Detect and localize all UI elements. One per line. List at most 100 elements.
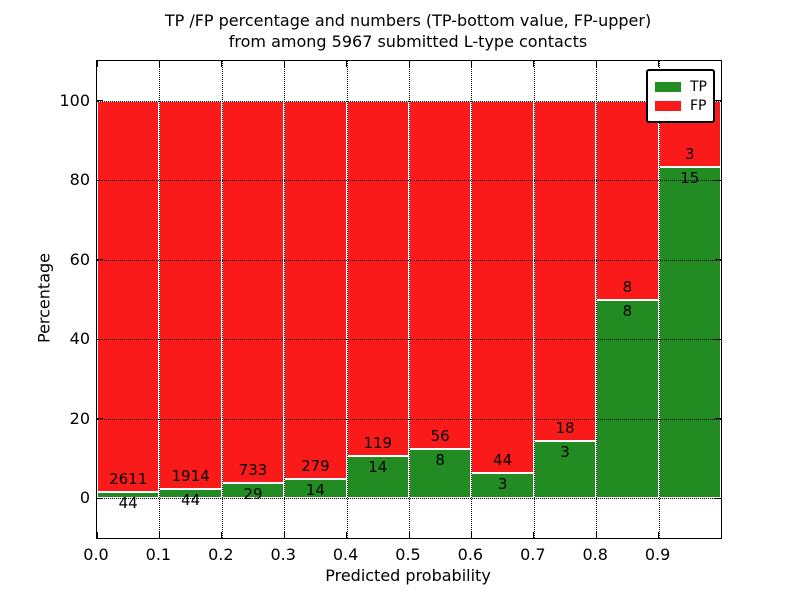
y-tick-mark	[715, 259, 721, 261]
tp-count-label: 3	[497, 474, 508, 493]
tp-count-label: 29	[243, 485, 263, 504]
v-gridline	[533, 61, 535, 538]
tp-count-label: 3	[560, 443, 570, 462]
chart-title-line2: from among 5967 submitted L-type contact…	[228, 32, 588, 51]
x-tick-mark	[96, 61, 98, 67]
v-gridline	[346, 61, 348, 538]
v-gridline	[596, 61, 598, 538]
fp-count-label: 56	[430, 426, 450, 445]
tp-count-label: 14	[305, 481, 325, 500]
x-tick-label: 0.9	[644, 545, 671, 564]
v-gridline	[284, 61, 286, 538]
y-tick-label: 100	[59, 90, 90, 110]
v-gridline	[471, 61, 473, 538]
v-gridline	[159, 61, 161, 538]
y-tick-mark	[715, 418, 721, 420]
x-tick-mark	[408, 61, 410, 67]
y-tick-label: 80	[69, 170, 90, 190]
y-tick-mark	[97, 418, 103, 420]
x-tick-mark	[158, 532, 160, 538]
y-tick-mark	[715, 179, 721, 181]
x-tick-label: 0.1	[145, 545, 172, 564]
y-tick-label: 20	[69, 408, 90, 428]
y-tick-label: 0	[79, 488, 90, 508]
tp-count-label: 8	[435, 450, 445, 469]
x-tick-mark	[595, 61, 597, 67]
chart-title-line1: TP /FP percentage and numbers (TP-bottom…	[164, 11, 652, 30]
y-tick-mark	[97, 179, 103, 181]
fp-count-label: 8	[622, 277, 633, 296]
x-tick-mark	[96, 532, 98, 538]
x-tick-mark	[158, 61, 160, 67]
x-tick-label: 0.6	[457, 545, 484, 564]
y-tick-mark	[715, 100, 721, 102]
x-tick-mark	[470, 532, 472, 538]
chart-title: TP /FP percentage and numbers (TP-bottom…	[96, 10, 720, 52]
x-tick-label: 0.3	[270, 545, 296, 564]
fp-count-label: 3	[685, 145, 695, 163]
tp-count-label: 44	[181, 491, 201, 510]
bar-fp	[346, 100, 409, 457]
bar-fp	[284, 100, 347, 480]
legend-label-fp: FP	[690, 97, 707, 114]
fp-count-label: 733	[238, 461, 268, 480]
bar-tp	[596, 299, 659, 499]
y-tick-label: 60	[69, 249, 90, 269]
x-tick-label: 0.4	[332, 545, 359, 564]
tp-count-label: 8	[622, 301, 633, 320]
bar-fp	[533, 100, 597, 442]
x-tick-label: 0.7	[520, 545, 546, 564]
fp-count-label: 119	[363, 434, 393, 453]
x-tick-mark	[283, 61, 285, 67]
bar-fp	[159, 100, 222, 490]
x-tick-mark	[346, 532, 348, 538]
y-tick-mark	[715, 338, 721, 340]
bar-tp	[471, 472, 534, 499]
x-tick-label: 0.8	[582, 545, 608, 564]
tp-swatch	[655, 81, 681, 92]
x-tick-label: 0.0	[83, 545, 109, 564]
bar-fp	[596, 100, 659, 300]
v-gridline	[658, 61, 660, 538]
v-gridline	[221, 61, 223, 538]
bar-tp	[97, 491, 160, 499]
legend-entry-fp: FP	[655, 96, 707, 115]
bar-fp	[471, 100, 534, 473]
x-tick-mark	[470, 61, 472, 67]
x-tick-mark	[533, 532, 535, 538]
plot-area: 2611 44 1914 44 733 29 279 14 119 14 56 8 44 3 18 3 8 8 3 1…	[96, 60, 722, 539]
x-tick-mark	[533, 61, 535, 67]
fp-count-label: 18	[555, 419, 575, 438]
legend: TP FP	[646, 69, 715, 123]
x-tick-mark	[221, 532, 223, 538]
x-tick-mark	[221, 61, 223, 67]
bar-fp	[97, 100, 160, 492]
fp-count-label: 1914	[171, 467, 210, 486]
fp-count-label: 2611	[109, 469, 148, 488]
x-tick-label: 0.5	[395, 545, 421, 564]
v-gridline	[409, 61, 410, 538]
y-tick-mark	[97, 497, 103, 499]
tp-count-label: 14	[368, 458, 388, 477]
bar-tp	[658, 167, 721, 499]
x-tick-mark	[658, 61, 660, 67]
y-tick-mark	[97, 100, 103, 102]
tp-count-label: 44	[118, 493, 138, 512]
tp-count-label: 15	[680, 169, 700, 187]
y-tick-mark	[97, 259, 103, 261]
legend-label-tp: TP	[690, 78, 707, 95]
x-tick-mark	[283, 532, 285, 538]
fp-count-label: 279	[301, 457, 330, 476]
x-tick-mark	[346, 61, 348, 67]
x-tick-mark	[408, 532, 410, 538]
x-tick-mark	[658, 532, 660, 538]
x-tick-mark	[595, 532, 597, 538]
x-tick-label: 0.2	[208, 545, 234, 564]
bar-fp	[221, 100, 285, 484]
bar-fp	[409, 100, 472, 449]
bar-tp	[533, 441, 597, 499]
fp-swatch	[655, 100, 681, 111]
bar-tp	[409, 448, 472, 499]
x-axis-label: Predicted probability	[325, 566, 491, 585]
